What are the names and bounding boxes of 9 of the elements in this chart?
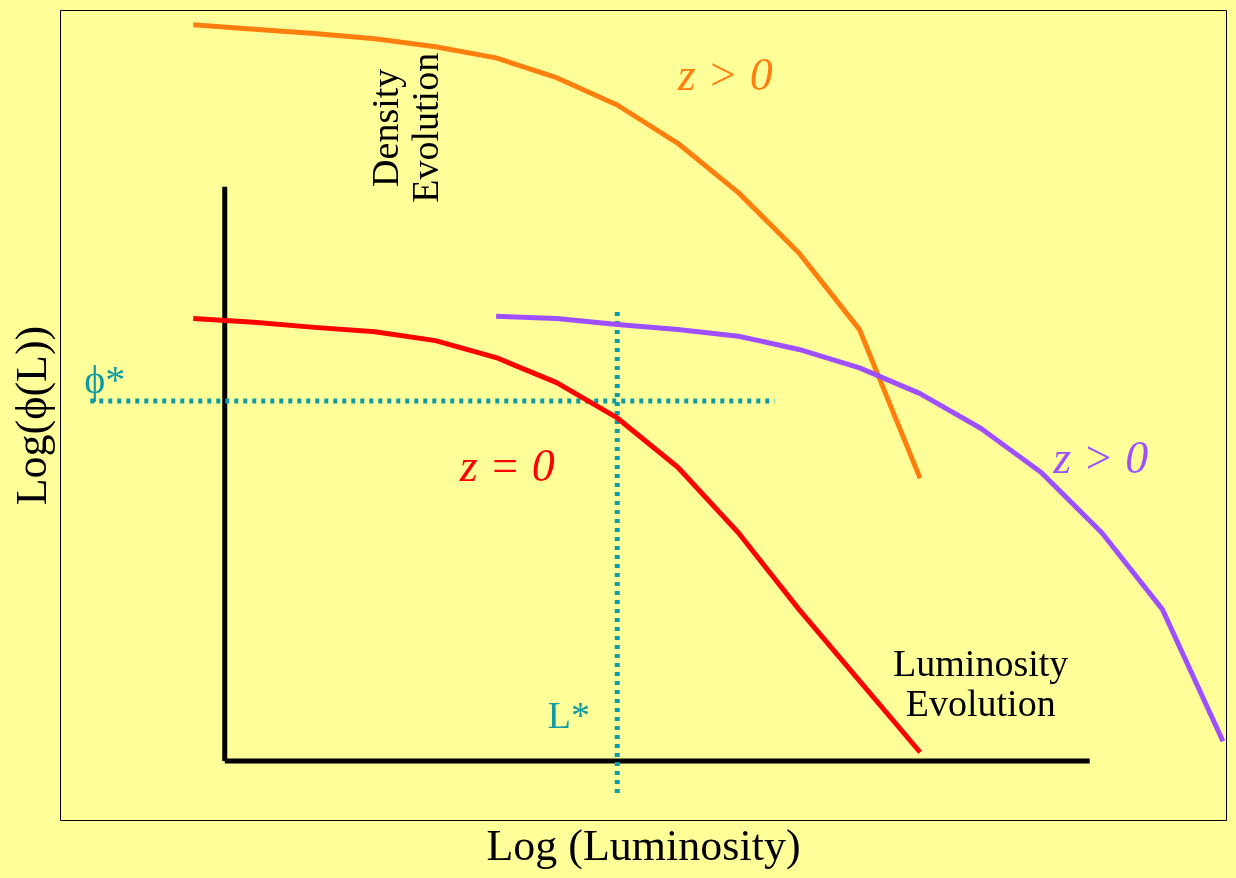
ref-line-label: ϕ* — [84, 357, 126, 403]
annotation: L* — [547, 693, 590, 736]
series-label: z = 0 — [458, 439, 555, 491]
y-axis-title: Log(ϕ(L)) — [6, 325, 56, 506]
series-label: z > 0 — [676, 49, 773, 101]
annotation: Luminosity Evolution — [893, 642, 1069, 725]
series-label: z > 0 — [1052, 432, 1149, 484]
annotation: Density Evolution — [364, 52, 447, 203]
x-axis-title: Log (Luminosity) — [486, 820, 801, 870]
